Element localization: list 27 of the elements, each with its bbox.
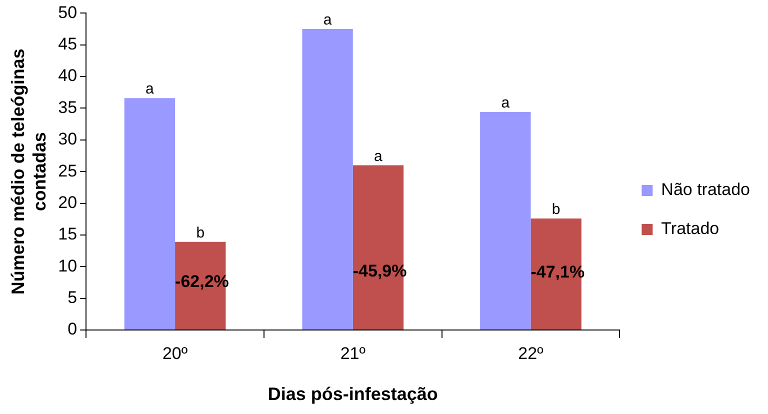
y-axis-title: Número médio de teleóginas contadas bbox=[8, 48, 50, 295]
y-tick-label: 0 bbox=[68, 320, 78, 339]
y-tick-label: 50 bbox=[58, 2, 78, 22]
data-label: b bbox=[196, 224, 205, 242]
y-tick-label: 15 bbox=[58, 224, 78, 244]
x-tick-label: 20º bbox=[162, 344, 188, 363]
data-label: a bbox=[501, 94, 510, 112]
y-tick-label: 35 bbox=[58, 98, 78, 117]
y-tick-label: 5 bbox=[68, 288, 78, 308]
data-label: a bbox=[323, 12, 332, 29]
legend-label: Não tratado bbox=[661, 180, 750, 200]
x-tick-label: 21º bbox=[340, 344, 366, 363]
data-label: a bbox=[146, 80, 155, 98]
y-tick-label: 40 bbox=[58, 66, 78, 86]
y-tick-label: 25 bbox=[58, 161, 78, 180]
bar bbox=[124, 98, 176, 330]
y-tick-label: 30 bbox=[58, 130, 78, 149]
y-tick-label: 45 bbox=[58, 34, 78, 54]
x-axis-title: Dias pós-infestação bbox=[268, 384, 438, 404]
bar bbox=[480, 112, 531, 330]
y-tick-label: 10 bbox=[58, 256, 78, 276]
legend-label: Tratado bbox=[661, 219, 720, 238]
y-tick-label: 20 bbox=[58, 192, 78, 212]
x-tick-label: 22º bbox=[518, 344, 544, 363]
bar bbox=[302, 29, 353, 330]
data-label: b bbox=[552, 201, 560, 218]
data-label: a bbox=[374, 148, 384, 165]
